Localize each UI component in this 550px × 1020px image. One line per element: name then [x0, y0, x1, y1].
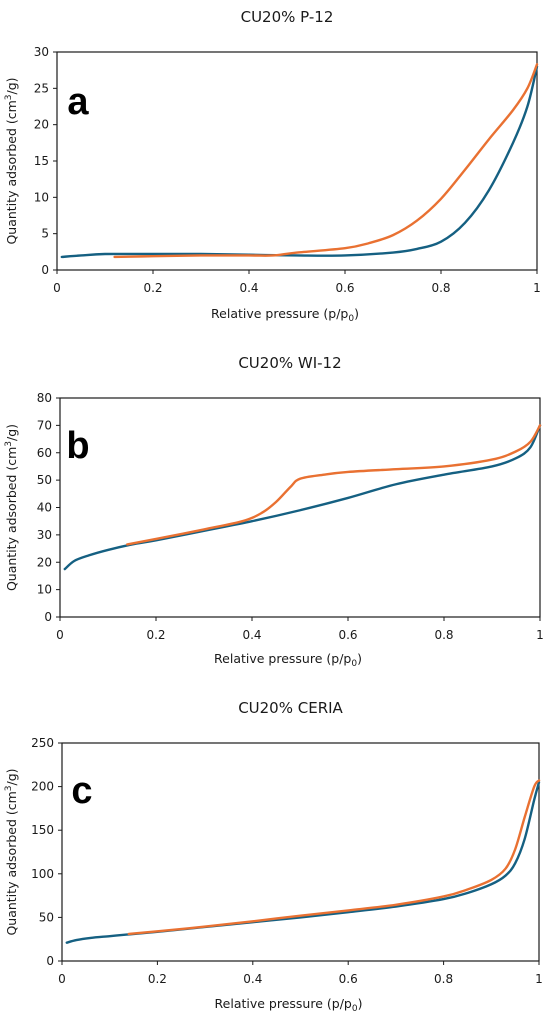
x-tick-label: 0: [53, 281, 61, 295]
y-tick-label: 200: [31, 780, 54, 794]
y-tick-label: 250: [31, 736, 54, 750]
x-tick-label: 0: [58, 972, 66, 986]
x-tick-label: 1: [536, 628, 544, 642]
y-tick-label: 60: [37, 446, 52, 460]
x-tick-label: 0.4: [243, 972, 262, 986]
y-tick-label: 50: [39, 910, 54, 924]
x-axis-title: Relative pressure (p/p0): [211, 306, 359, 324]
chart-title: CU20% P-12: [241, 8, 334, 26]
y-tick-label: 10: [34, 190, 49, 204]
x-tick-label: 0.2: [143, 281, 162, 295]
series-line-1: [60, 65, 539, 259]
x-axis-title: Relative pressure (p/p0): [215, 996, 363, 1014]
y-tick-label: 50: [37, 473, 52, 487]
y-tick-label: 100: [31, 867, 54, 881]
x-tick-label: 1: [535, 972, 543, 986]
chart-title: CU20% CERIA: [238, 699, 343, 717]
chart-panel-c: CU20% CERIA 0 0.2 0.4 0.6 0.8 1 0 50 100 150 200 250…: [4, 699, 543, 1014]
y-tick-label: 80: [37, 391, 52, 405]
x-tick-label: 0: [56, 628, 64, 642]
y-axis-title: Quantity adsorbed (cm3/g): [4, 77, 19, 244]
x-axis-title: Relative pressure (p/p0): [214, 651, 362, 669]
y-tick-label: 15: [34, 154, 49, 168]
chart-panel-a: CU20% P-120 0.2 0.4 0.6 0.8 1051015202530Rela…: [4, 8, 541, 324]
x-tick-label: 0.4: [242, 628, 261, 642]
y-tick-label: 30: [37, 528, 52, 542]
x-tick-label: 0.2: [146, 628, 165, 642]
y-tick-label: 20: [37, 555, 52, 569]
x-tick-label: 0.8: [434, 628, 453, 642]
plot-area-frame: [61, 742, 540, 962]
panel-letter: b: [66, 425, 89, 467]
chart-panel-b: CU20% WI-120 0.2 0.4 0.6 0.8 1010203040506070…: [4, 354, 544, 669]
series-line-2: [113, 63, 539, 259]
y-axis-title: Quantity adsorbed (cm3/g): [4, 768, 19, 935]
x-tick-label: 0.6: [335, 281, 354, 295]
y-tick-label: 30: [34, 45, 49, 59]
series-line-1: [63, 424, 542, 571]
series-line-1: [65, 781, 541, 944]
y-tick-label: 40: [37, 501, 52, 515]
chart-title: CU20% WI-12: [238, 354, 341, 372]
x-tick-label: 0.6: [339, 972, 358, 986]
y-tick-label: 70: [37, 418, 52, 432]
y-axis-title: Quantity adsorbed (cm3/g): [4, 424, 19, 591]
y-tick-label: 0: [46, 954, 54, 968]
series-line-2: [127, 779, 541, 936]
series-line-2: [126, 424, 542, 546]
y-tick-label: 150: [31, 823, 54, 837]
y-tick-label: 25: [34, 81, 49, 95]
y-tick-label: 0: [41, 263, 49, 277]
y-tick-label: 20: [34, 118, 49, 132]
x-tick-label: 1: [533, 281, 541, 295]
plot-area-frame: [56, 51, 538, 271]
y-tick-label: 0: [44, 610, 52, 624]
plot-area-frame: [59, 397, 541, 618]
panel-letter: a: [67, 81, 89, 123]
x-tick-label: 0.4: [239, 281, 258, 295]
x-tick-label: 0.6: [338, 628, 357, 642]
y-tick-label: 5: [41, 227, 49, 241]
x-tick-label: 0.8: [431, 281, 450, 295]
x-tick-label: 0.8: [434, 972, 453, 986]
panel-letter: c: [71, 770, 92, 812]
x-tick-label: 0.2: [148, 972, 167, 986]
y-tick-label: 10: [37, 583, 52, 597]
